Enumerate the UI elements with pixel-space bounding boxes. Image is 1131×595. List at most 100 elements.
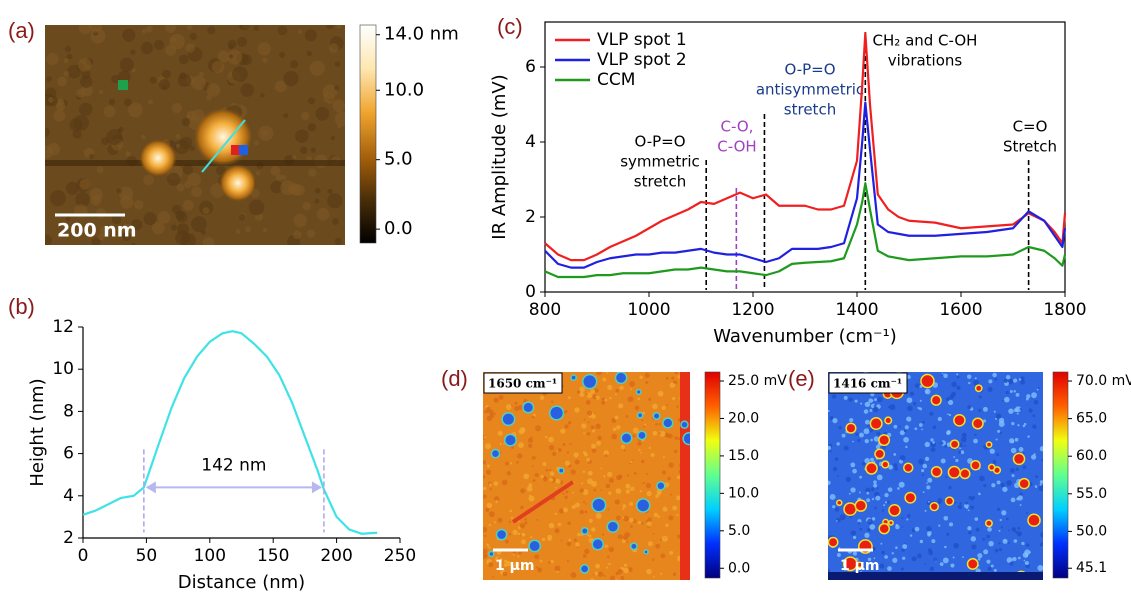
texture: [661, 405, 666, 411]
texture: [671, 376, 675, 380]
texture: [175, 210, 185, 220]
panel-label: (d): [441, 366, 468, 391]
texture: [541, 537, 546, 542]
texture: [554, 565, 561, 572]
spot: [490, 448, 501, 459]
texture: [1011, 527, 1017, 532]
texture: [512, 562, 515, 565]
texture: [591, 527, 596, 532]
texture: [584, 548, 590, 555]
texture: [929, 411, 934, 416]
texture: [488, 546, 491, 549]
texture: [488, 511, 495, 518]
texture: [486, 502, 493, 509]
texture: [191, 216, 207, 232]
texture: [859, 475, 863, 479]
texture: [1034, 485, 1038, 488]
texture: [949, 394, 955, 400]
texture: [568, 396, 571, 400]
texture: [978, 492, 981, 496]
texture: [334, 85, 340, 91]
spot: [903, 462, 914, 473]
texture: [262, 57, 268, 64]
texture: [611, 433, 618, 440]
texture: [175, 133, 181, 139]
texture: [585, 393, 588, 396]
texture: [536, 518, 539, 521]
texture: [596, 440, 602, 446]
texture: [283, 70, 299, 87]
texture: [978, 408, 982, 413]
texture: [495, 500, 499, 503]
texture: [258, 125, 274, 141]
texture: [518, 550, 522, 555]
spot: [606, 520, 620, 533]
spot: [557, 467, 565, 475]
texture: [582, 470, 586, 473]
texture: [125, 150, 131, 157]
texture: [186, 25, 193, 31]
texture: [829, 450, 832, 453]
texture: [1025, 543, 1030, 547]
texture: [1012, 556, 1017, 562]
texture: [274, 80, 287, 93]
texture: [1018, 378, 1022, 381]
texture: [667, 476, 671, 481]
texture: [967, 509, 970, 512]
y-tick-label: 10: [52, 359, 74, 379]
texture: [633, 472, 637, 475]
texture: [601, 397, 605, 401]
texture: [632, 427, 639, 434]
texture: [531, 456, 536, 461]
texture: [131, 68, 136, 73]
texture: [832, 505, 836, 509]
texture: [548, 444, 555, 451]
texture: [1022, 452, 1025, 454]
texture: [850, 487, 856, 493]
scratch: [511, 480, 575, 524]
texture: [1037, 386, 1040, 389]
spot: [953, 413, 966, 427]
texture: [628, 533, 631, 536]
texture: [945, 475, 948, 479]
texture: [632, 434, 636, 438]
texture: [887, 566, 892, 571]
texture: [228, 54, 234, 59]
texture: [1039, 446, 1043, 452]
spot: [888, 519, 894, 526]
x-tick-label: 1200: [731, 300, 774, 320]
texture: [314, 198, 320, 204]
texture: [576, 390, 581, 394]
texture: [608, 546, 615, 553]
texture: [1032, 414, 1036, 418]
texture: [165, 44, 177, 56]
texture: [1002, 486, 1008, 493]
texture: [111, 214, 122, 225]
spot: [930, 465, 943, 478]
texture: [996, 480, 1001, 485]
texture: [987, 386, 993, 393]
texture: [640, 451, 642, 454]
texture: [508, 533, 512, 536]
texture: [486, 543, 490, 547]
texture: [937, 498, 943, 503]
texture: [184, 180, 192, 189]
texture: [149, 76, 157, 84]
texture: [630, 388, 633, 391]
texture: [579, 509, 585, 515]
texture: [857, 438, 861, 443]
texture: [658, 423, 661, 426]
texture: [662, 456, 666, 459]
texture: [911, 556, 917, 562]
stripe: [45, 160, 345, 166]
texture: [593, 488, 597, 492]
texture: [948, 413, 952, 417]
texture: [650, 452, 655, 457]
texture: [486, 406, 491, 411]
texture: [257, 42, 271, 56]
spot: [614, 372, 628, 385]
texture: [178, 54, 189, 65]
spot: [845, 422, 857, 434]
texture: [545, 468, 549, 472]
texture: [940, 374, 943, 376]
